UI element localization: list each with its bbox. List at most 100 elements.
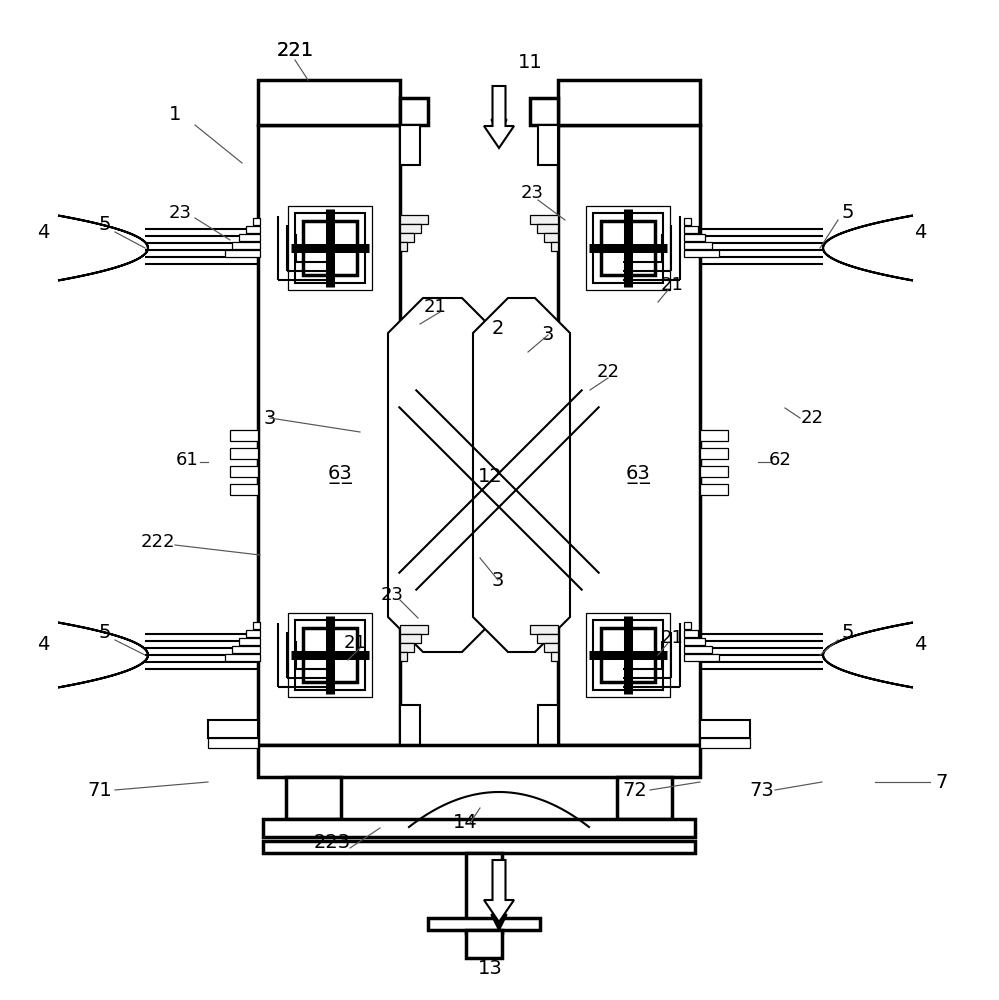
Text: 6̲3̲: 6̲3̲ <box>625 466 650 485</box>
Bar <box>225 654 260 661</box>
Bar <box>225 250 260 257</box>
Bar <box>400 242 407 251</box>
Text: 7: 7 <box>936 772 948 792</box>
Polygon shape <box>823 623 913 687</box>
Bar <box>551 652 558 661</box>
Polygon shape <box>288 613 373 697</box>
Text: 71: 71 <box>88 780 112 800</box>
Bar <box>263 841 695 853</box>
Polygon shape <box>485 310 558 640</box>
Bar <box>400 233 414 242</box>
Text: 3: 3 <box>541 326 554 344</box>
Bar <box>239 638 260 645</box>
Bar <box>263 819 695 837</box>
Text: 222: 222 <box>141 533 175 551</box>
Bar <box>684 242 712 249</box>
Polygon shape <box>295 620 366 690</box>
Polygon shape <box>303 628 357 682</box>
Bar <box>246 226 260 233</box>
Bar <box>230 448 258 459</box>
Text: 73: 73 <box>749 780 774 800</box>
Bar <box>684 250 719 257</box>
Text: 223: 223 <box>314 834 351 852</box>
Text: 4: 4 <box>914 636 926 654</box>
Polygon shape <box>601 628 655 682</box>
Bar <box>558 125 700 745</box>
Bar <box>208 738 258 748</box>
Bar <box>253 218 260 225</box>
Text: 6̲3̲: 6̲3̲ <box>328 466 353 485</box>
Text: 221: 221 <box>277 40 314 60</box>
Bar <box>253 622 260 629</box>
Bar <box>684 622 691 629</box>
Bar <box>551 242 558 251</box>
Text: 3: 3 <box>492 570 504 589</box>
Bar <box>700 466 728 477</box>
Bar <box>684 630 698 637</box>
Bar <box>617 777 672 819</box>
Polygon shape <box>288 206 373 290</box>
Bar <box>400 224 421 233</box>
Text: 5: 5 <box>99 216 111 234</box>
Bar <box>232 646 260 653</box>
Bar <box>530 625 558 634</box>
Text: 21: 21 <box>344 634 367 652</box>
Polygon shape <box>388 298 497 652</box>
Text: 14: 14 <box>453 814 478 832</box>
Text: 2: 2 <box>492 318 504 338</box>
Polygon shape <box>823 216 913 280</box>
Text: 21: 21 <box>424 298 447 316</box>
Bar <box>400 98 428 125</box>
Bar <box>684 654 719 661</box>
Text: 62: 62 <box>768 451 791 469</box>
Polygon shape <box>400 705 420 745</box>
Polygon shape <box>585 206 670 290</box>
Bar <box>684 218 691 225</box>
Polygon shape <box>400 125 420 165</box>
Bar <box>400 652 407 661</box>
Polygon shape <box>484 86 514 148</box>
Polygon shape <box>592 620 663 690</box>
Bar <box>400 634 421 643</box>
Bar <box>530 98 558 125</box>
Polygon shape <box>538 125 558 165</box>
Bar <box>684 646 712 653</box>
Text: 23: 23 <box>381 586 404 604</box>
Polygon shape <box>473 298 570 652</box>
Text: 21: 21 <box>660 629 683 647</box>
Text: 22: 22 <box>800 409 823 427</box>
Bar <box>544 233 558 242</box>
Polygon shape <box>400 310 485 640</box>
Text: 21: 21 <box>660 276 683 294</box>
Text: 22: 22 <box>596 363 619 381</box>
Bar <box>286 777 341 819</box>
Bar <box>700 448 728 459</box>
Polygon shape <box>295 213 366 283</box>
Bar <box>700 430 728 441</box>
Text: 72: 72 <box>622 780 647 800</box>
Text: 5: 5 <box>99 622 111 642</box>
Bar <box>400 215 428 224</box>
Bar <box>400 643 414 652</box>
Text: 5: 5 <box>842 622 854 642</box>
Text: 1: 1 <box>169 105 181 124</box>
Text: 5: 5 <box>842 202 854 222</box>
Bar <box>700 484 728 495</box>
Bar <box>537 634 558 643</box>
Polygon shape <box>58 623 148 687</box>
Text: 4: 4 <box>37 636 49 654</box>
Bar <box>239 234 260 241</box>
Bar <box>544 643 558 652</box>
Text: 3: 3 <box>264 408 276 428</box>
Bar <box>684 226 698 233</box>
Text: 221: 221 <box>277 40 314 60</box>
Bar <box>258 745 700 777</box>
Text: 12: 12 <box>478 468 502 487</box>
Text: 23: 23 <box>520 184 543 202</box>
Bar <box>530 215 558 224</box>
Bar <box>258 80 400 125</box>
Bar <box>700 738 750 748</box>
Bar <box>684 234 705 241</box>
Bar <box>466 930 502 958</box>
Bar <box>400 625 428 634</box>
